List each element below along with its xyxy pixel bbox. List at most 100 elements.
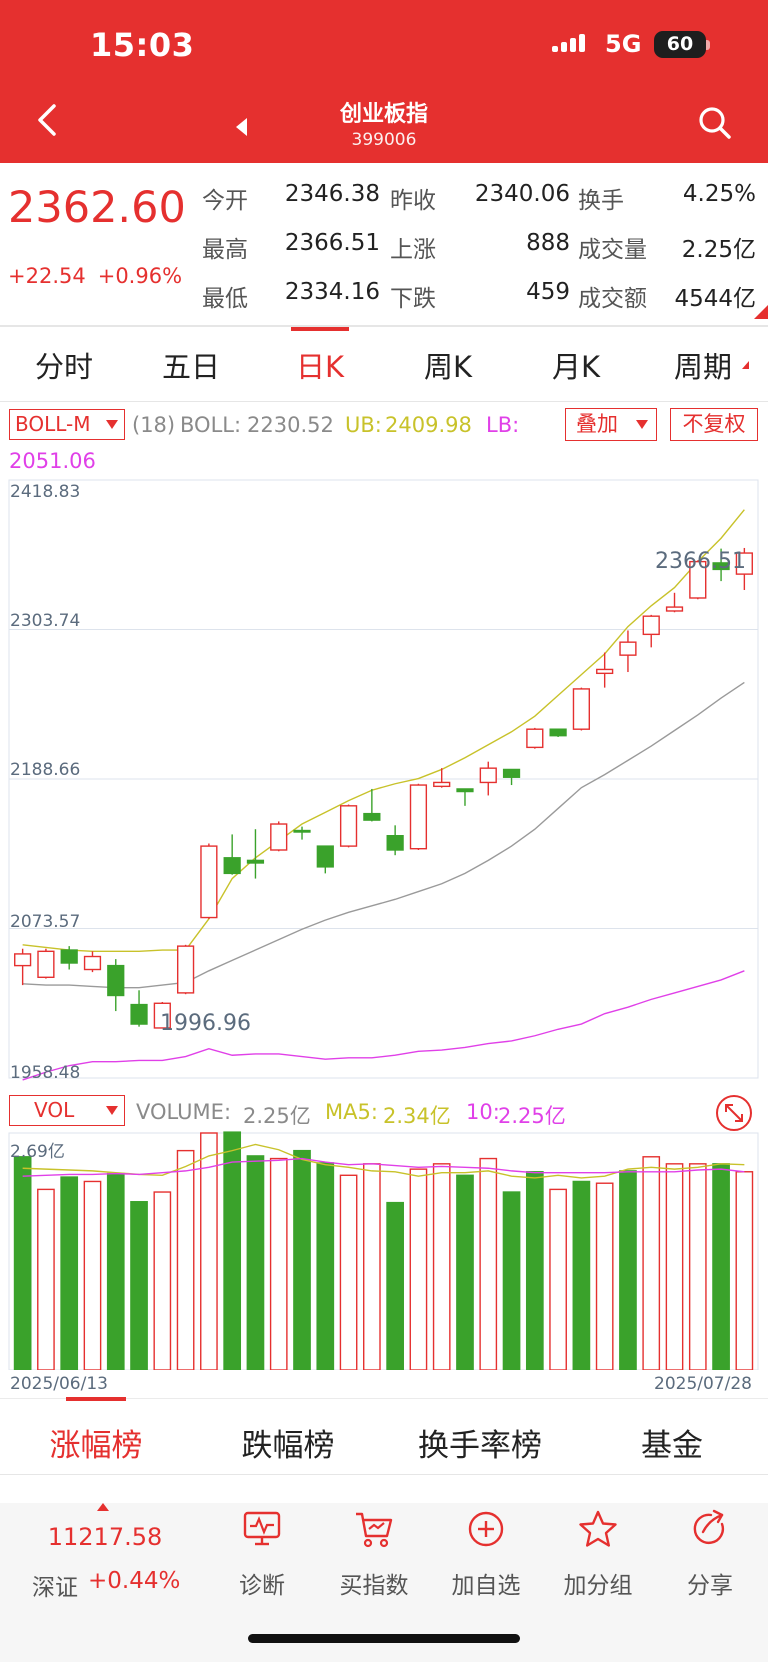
candle-body bbox=[665, 606, 684, 612]
candle bbox=[339, 804, 358, 848]
chevron-down-icon bbox=[106, 1106, 118, 1115]
label-open: 今开 bbox=[202, 188, 248, 214]
volume-bar bbox=[665, 1163, 684, 1370]
tab-weekly-k[interactable]: 周K bbox=[423, 350, 473, 384]
buy-index-button[interactable]: 买指数 bbox=[319, 1508, 429, 1600]
candle bbox=[572, 687, 591, 731]
search-icon[interactable] bbox=[697, 105, 733, 141]
candle-body bbox=[712, 562, 730, 571]
rank-tabs: 涨幅榜 跌幅榜 换手率榜 基金 bbox=[0, 1397, 768, 1474]
shenzhen-index-value[interactable]: 11217.58 bbox=[47, 1523, 163, 1551]
tab-losers[interactable]: 跌幅榜 bbox=[241, 1428, 335, 1464]
shenzhen-index-change[interactable]: +0.44% bbox=[88, 1568, 181, 1594]
value-down-count: 459 bbox=[526, 279, 570, 305]
candlestick-chart[interactable] bbox=[0, 470, 768, 1090]
candle bbox=[107, 959, 125, 1012]
tab-period[interactable]: 周期 bbox=[673, 350, 732, 384]
ma10-label: 10: bbox=[466, 1100, 500, 1124]
candle-body bbox=[386, 835, 404, 851]
overlay-label: 叠加 bbox=[576, 412, 618, 436]
shenzhen-index-name[interactable]: 深证 bbox=[32, 1575, 78, 1601]
change-percent: +0.96% bbox=[97, 264, 183, 288]
back-icon[interactable] bbox=[34, 102, 60, 138]
expand-icon[interactable] bbox=[714, 1093, 754, 1133]
network-type: 5G bbox=[605, 30, 642, 58]
prev-index-icon[interactable] bbox=[236, 118, 247, 136]
candle-body bbox=[153, 1002, 171, 1029]
adjust-button[interactable]: 不复权 bbox=[670, 408, 758, 441]
candle-body bbox=[246, 859, 265, 864]
period-tabs: 分时 五日 日K 周K 月K 周期 bbox=[0, 327, 768, 401]
volume-bar bbox=[549, 1188, 567, 1370]
volume-bar bbox=[60, 1176, 79, 1370]
volume-frame bbox=[8, 1132, 759, 1370]
candle-body bbox=[83, 955, 102, 971]
battery-tip bbox=[706, 40, 710, 50]
cart-icon bbox=[356, 1512, 393, 1548]
volume-bar bbox=[712, 1163, 730, 1370]
battery-icon: 60 bbox=[654, 31, 706, 58]
tab-five-day[interactable]: 五日 bbox=[161, 350, 220, 384]
lb-value: 2051.06 bbox=[9, 449, 96, 473]
candle-body bbox=[689, 560, 707, 599]
candle bbox=[60, 946, 78, 970]
tab-daily-k[interactable]: 日K bbox=[295, 350, 345, 384]
tab-gainers[interactable]: 涨幅榜 bbox=[49, 1428, 143, 1464]
tab-turnover-rank[interactable]: 换手率榜 bbox=[418, 1428, 542, 1464]
tab-monthly-k[interactable]: 月K bbox=[551, 350, 601, 384]
add-group-button[interactable]: 加分组 bbox=[543, 1508, 653, 1600]
candle-body bbox=[433, 781, 451, 788]
change-value: +22.54 bbox=[8, 264, 86, 288]
value-low: 2334.16 bbox=[284, 279, 380, 305]
volume-value: 2.25亿 bbox=[243, 1104, 311, 1128]
header: 15:03 5G 60 创业板指 399006 bbox=[0, 0, 768, 163]
y-tick-label: 2073.57 bbox=[10, 912, 81, 932]
candle bbox=[83, 951, 102, 973]
divider bbox=[0, 1474, 768, 1475]
ma5-value: 2.34亿 bbox=[383, 1104, 451, 1128]
candle-body bbox=[130, 1003, 148, 1025]
home-indicator[interactable] bbox=[248, 1634, 520, 1643]
tab-intraday[interactable]: 分时 bbox=[34, 350, 93, 384]
share-icon bbox=[693, 1509, 725, 1545]
divider bbox=[0, 325, 768, 327]
max-price-annotation: 2366.51 bbox=[655, 549, 746, 574]
candle-body bbox=[409, 784, 428, 850]
volume-bar bbox=[339, 1174, 358, 1370]
caret-up-icon[interactable] bbox=[97, 1503, 109, 1511]
tab-funds[interactable]: 基金 bbox=[641, 1428, 703, 1464]
candle bbox=[223, 834, 241, 875]
candle-body bbox=[526, 728, 544, 749]
candle bbox=[363, 788, 381, 822]
indicator-select[interactable]: BOLL-M bbox=[9, 409, 125, 440]
volume-indicator-select[interactable]: VOL bbox=[9, 1095, 125, 1126]
candle bbox=[37, 948, 55, 979]
boll-line-boll bbox=[22, 681, 745, 989]
volume-chart[interactable] bbox=[0, 1130, 768, 1370]
value-turnover: 4.25% bbox=[682, 181, 756, 207]
candle-body bbox=[479, 767, 497, 784]
expand-corner-icon[interactable] bbox=[754, 305, 768, 319]
overlay-button[interactable]: 叠加 bbox=[565, 408, 657, 441]
candle bbox=[176, 944, 195, 995]
diagnose-button[interactable]: 诊断 bbox=[207, 1508, 317, 1600]
candle bbox=[130, 990, 148, 1027]
volume-bar bbox=[572, 1180, 591, 1370]
share-button[interactable]: 分享 bbox=[655, 1508, 765, 1600]
candle bbox=[409, 783, 428, 850]
volume-bar bbox=[13, 1156, 32, 1370]
lb-label: LB: bbox=[486, 413, 520, 437]
boll-value: 2230.52 bbox=[247, 413, 334, 437]
candle bbox=[14, 948, 32, 986]
value-high: 2366.51 bbox=[284, 230, 380, 256]
candle-body bbox=[502, 768, 521, 778]
add-watchlist-button[interactable]: 加自选 bbox=[431, 1508, 541, 1600]
boll-line-lb bbox=[22, 970, 745, 1081]
volume-bar bbox=[106, 1172, 125, 1370]
volume-bar bbox=[456, 1174, 474, 1370]
candle bbox=[642, 614, 660, 648]
volume-ma-10 bbox=[22, 1157, 745, 1177]
chevron-down-icon bbox=[106, 420, 118, 429]
y-tick-label: 2303.74 bbox=[10, 611, 81, 631]
index-code: 399006 bbox=[351, 130, 417, 150]
